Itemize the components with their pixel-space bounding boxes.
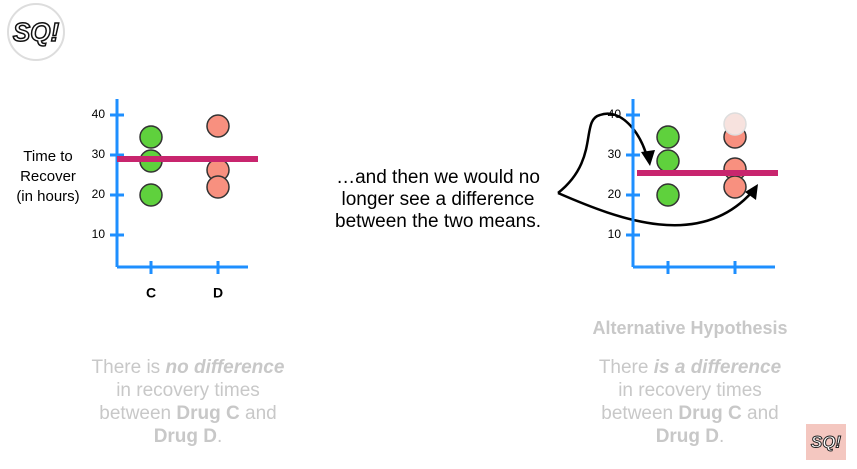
caption-segment: and — [240, 403, 277, 424]
caption-segment: is a difference — [654, 357, 782, 378]
logo-small: SQ! — [806, 424, 846, 460]
y-tick-label: 30 — [608, 147, 622, 161]
caption-line: There is a difference — [599, 357, 782, 378]
point — [139, 125, 163, 149]
y-tick-label: 20 — [608, 187, 622, 201]
y-axis-label: Recover — [20, 168, 76, 185]
caption-segment: between — [601, 403, 678, 424]
y-tick-label: 20 — [92, 187, 106, 201]
logo: SQ! — [7, 3, 65, 61]
caption-segment: Drug D — [154, 426, 217, 447]
x-tick-label: C — [146, 285, 156, 301]
logo-small-text: SQ! — [811, 432, 842, 451]
right-title: Alternative Hypothesis — [592, 318, 787, 338]
caption-segment: and — [742, 403, 779, 424]
caption-segment: There is — [92, 357, 166, 378]
point — [656, 183, 680, 207]
caption-line: Drug D. — [656, 426, 725, 447]
y-axis-label: Time to — [23, 148, 72, 165]
caption-segment: in recovery times — [618, 380, 762, 401]
y-tick-label: 30 — [92, 147, 106, 161]
logo-text: SQ! — [13, 17, 60, 47]
caption-segment: no difference — [165, 357, 284, 378]
arrow — [557, 191, 753, 227]
y-tick-label: 40 — [92, 107, 106, 121]
caption-segment: between — [99, 403, 176, 424]
caption-line: between Drug C and — [99, 403, 276, 424]
caption-segment: Drug C — [176, 403, 240, 424]
caption-line: in recovery times — [116, 380, 260, 401]
caption-line: Drug D. — [154, 426, 223, 447]
center-text: longer see a difference — [342, 189, 535, 210]
caption-segment: in recovery times — [116, 380, 260, 401]
point — [656, 125, 680, 149]
logo-small-badge — [806, 424, 846, 460]
y-tick-label: 10 — [608, 227, 622, 241]
x-tick-label: D — [213, 285, 223, 301]
caption-segment: Drug C — [678, 403, 742, 424]
caption-line: There is no difference — [92, 357, 285, 378]
point — [723, 175, 747, 199]
point — [206, 175, 230, 199]
point — [723, 112, 747, 136]
caption-line: between Drug C and — [601, 403, 778, 424]
caption-segment: . — [217, 426, 222, 447]
point — [139, 183, 163, 207]
arrow-head — [641, 150, 655, 166]
caption-segment: Drug D — [656, 426, 719, 447]
center-text: between the two means. — [335, 211, 541, 232]
center-text: …and then we would no — [336, 167, 540, 188]
arrow — [557, 112, 650, 194]
caption-segment: . — [719, 426, 724, 447]
point — [656, 149, 680, 173]
y-tick-label: 10 — [92, 227, 106, 241]
caption-segment: There — [599, 357, 654, 378]
arrow-head — [745, 184, 758, 200]
logo-badge — [7, 3, 65, 61]
point — [206, 114, 230, 138]
y-tick-label: 40 — [608, 107, 622, 121]
y-axis-label: (in hours) — [16, 188, 79, 205]
caption-line: in recovery times — [618, 380, 762, 401]
